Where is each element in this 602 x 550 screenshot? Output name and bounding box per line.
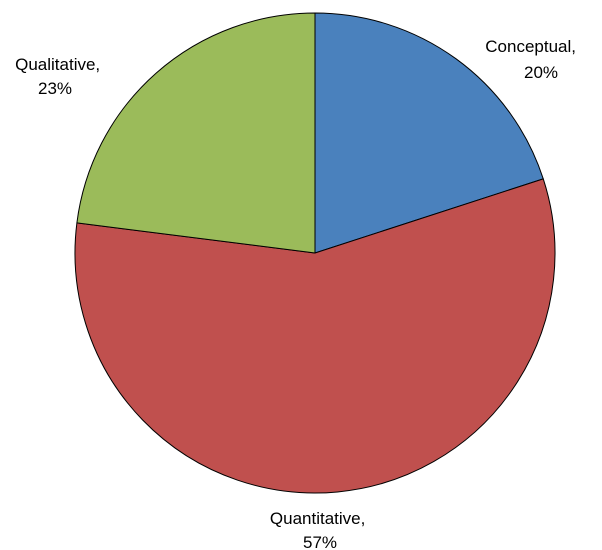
slice-label-qualitative-name: Qualitative, [15, 55, 100, 74]
pie-slice-conceptual [314, 12, 544, 254]
slice-label-conceptual: Conceptual, 20% [485, 37, 580, 82]
slice-label-conceptual-name: Conceptual, [485, 37, 576, 56]
slice-label-conceptual-value: 20% [524, 63, 558, 82]
pie-slice-quantitative [74, 178, 556, 494]
slice-label-quantitative: Quantitative, 57% [270, 509, 370, 550]
slice-label-qualitative-value: 23% [38, 79, 72, 98]
slice-label-quantitative-name: Quantitative, [270, 509, 365, 528]
slice-label-qualitative: Qualitative, 23% [15, 55, 105, 98]
pie-slices [74, 12, 556, 494]
pie-slice-qualitative [76, 12, 316, 254]
slice-label-quantitative-value: 57% [303, 533, 337, 550]
